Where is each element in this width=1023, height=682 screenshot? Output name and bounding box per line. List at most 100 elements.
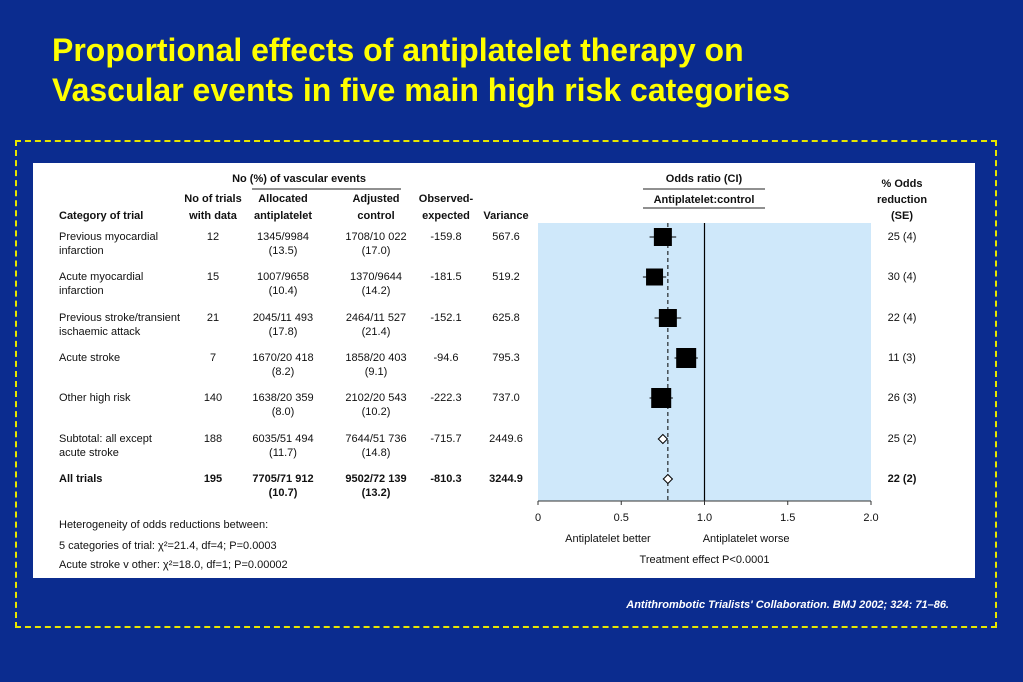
row-observed-expected: -715.7 xyxy=(430,433,461,445)
row-trials: 188 xyxy=(204,433,222,445)
x-tick-label: 1.0 xyxy=(697,512,712,524)
header-reduction-1: % Odds xyxy=(882,178,923,190)
footnote: Acute stroke v other: χ²=18.0, df=1; P=0… xyxy=(59,559,288,571)
row-control: 9502/72 139 xyxy=(345,473,406,485)
row-allocated: 7705/71 912 xyxy=(252,473,313,485)
row-control: (17.0) xyxy=(362,245,391,257)
row-category: All trials xyxy=(59,473,102,485)
row-allocated: (8.2) xyxy=(272,366,295,378)
title-line-2: Vascular events in five main high risk c… xyxy=(52,72,791,108)
point-square xyxy=(676,348,697,368)
page-title: Proportional effects of antiplatelet the… xyxy=(52,30,1012,110)
point-diamond xyxy=(662,473,674,485)
row-variance: 795.3 xyxy=(492,352,520,364)
header-variance: Variance xyxy=(483,210,528,222)
row-trials: 12 xyxy=(207,231,219,243)
row-variance: 737.0 xyxy=(492,392,520,404)
row-odds-reduction: 25 (2) xyxy=(888,433,917,445)
row-category: infarction xyxy=(59,285,104,297)
header-oe-1: Observed- xyxy=(419,193,474,205)
x-tick-label: 1.5 xyxy=(780,512,795,524)
row-category: Acute stroke xyxy=(59,352,120,364)
header-trials-2: with data xyxy=(188,210,238,222)
row-allocated: (10.7) xyxy=(269,487,298,499)
x-tick-label: 0 xyxy=(535,512,541,524)
header-adjusted-1: Adjusted xyxy=(352,193,399,205)
header-reduction-2: reduction xyxy=(877,194,927,206)
row-allocated: (11.7) xyxy=(269,447,297,459)
row-observed-expected: -159.8 xyxy=(430,231,461,243)
row-observed-expected: -222.3 xyxy=(430,392,461,404)
row-allocated: 6035/51 494 xyxy=(252,433,313,445)
row-odds-reduction: 25 (4) xyxy=(888,231,917,243)
row-control: (9.1) xyxy=(365,366,388,378)
row-variance: 519.2 xyxy=(492,271,520,283)
row-variance: 567.6 xyxy=(492,231,520,243)
row-control: (13.2) xyxy=(362,487,391,499)
row-category: Acute myocardial xyxy=(59,271,143,283)
row-odds-reduction: 22 (2) xyxy=(888,473,917,485)
row-allocated: 1670/20 418 xyxy=(252,352,313,364)
footnote: Heterogeneity of odds reductions between… xyxy=(59,519,268,531)
header-trials-1: No of trials xyxy=(184,193,241,205)
header-oe-2: expected xyxy=(422,210,470,222)
row-control: 1708/10 022 xyxy=(345,231,406,243)
point-diamond xyxy=(657,433,669,445)
treatment-effect-label: Treatment effect P<0.0001 xyxy=(640,554,770,566)
row-control: 2102/20 543 xyxy=(345,392,406,404)
header-odds-ratio: Odds ratio (CI) xyxy=(666,173,743,185)
row-odds-reduction: 11 (3) xyxy=(888,352,916,364)
row-trials: 140 xyxy=(204,392,222,404)
row-control: (14.8) xyxy=(362,447,391,459)
row-category: Subtotal: all except xyxy=(59,433,152,445)
row-allocated: (8.0) xyxy=(272,406,295,418)
row-control: (14.2) xyxy=(362,285,391,297)
row-category: Other high risk xyxy=(59,392,131,404)
footnote: 5 categories of trial: χ²=21.4, df=4; P=… xyxy=(59,540,277,552)
forest-plot-svg: No (%) of vascular events Category of tri… xyxy=(59,173,927,571)
row-allocated: (10.4) xyxy=(269,285,298,297)
row-trials: 21 xyxy=(207,312,219,324)
row-variance: 3244.9 xyxy=(489,473,523,485)
row-observed-expected: -181.5 xyxy=(430,271,461,283)
row-allocated: (17.8) xyxy=(269,326,298,338)
row-odds-reduction: 26 (3) xyxy=(888,392,917,404)
point-square xyxy=(658,309,677,327)
row-trials: 195 xyxy=(204,473,222,485)
header-vascular-events: No (%) of vascular events xyxy=(232,173,366,185)
citation: Antithrombotic Trialists' Collaboration.… xyxy=(626,599,949,611)
title-line-1: Proportional effects of antiplatelet the… xyxy=(52,32,744,68)
header-adjusted-2: control xyxy=(357,210,394,222)
header-reduction-3: (SE) xyxy=(891,210,913,222)
row-category: acute stroke xyxy=(59,447,119,459)
point-square xyxy=(653,228,672,246)
right-axis-label: Antiplatelet worse xyxy=(703,533,790,545)
row-category: Previous myocardial xyxy=(59,231,158,243)
row-variance: 2449.6 xyxy=(489,433,523,445)
row-trials: 15 xyxy=(207,271,219,283)
row-allocated: 1345/9984 xyxy=(257,231,309,243)
row-control: 7644/51 736 xyxy=(345,433,406,445)
row-observed-expected: -810.3 xyxy=(430,473,461,485)
row-observed-expected: -152.1 xyxy=(430,312,461,324)
header-allocated-2: antiplatelet xyxy=(254,210,312,222)
dashed-frame xyxy=(15,140,997,628)
row-control: (21.4) xyxy=(362,326,391,338)
header-category: Category of trial xyxy=(59,210,143,222)
row-category: ischaemic attack xyxy=(59,326,141,338)
x-tick-label: 2.0 xyxy=(863,512,878,524)
x-tick-label: 0.5 xyxy=(614,512,629,524)
row-control: 1858/20 403 xyxy=(345,352,406,364)
row-allocated: (13.5) xyxy=(269,245,298,257)
header-odds-sub: Antiplatelet:control xyxy=(654,194,755,206)
row-odds-reduction: 22 (4) xyxy=(888,312,917,324)
row-control: 2464/11 527 xyxy=(346,312,406,324)
row-category: infarction xyxy=(59,245,104,257)
row-allocated: 1007/9658 xyxy=(257,271,309,283)
header-allocated-1: Allocated xyxy=(258,193,308,205)
row-control: 1370/9644 xyxy=(350,271,402,283)
row-allocated: 2045/11 493 xyxy=(253,312,313,324)
row-category: Previous stroke/transient xyxy=(59,312,180,324)
forest-plot-panel: No (%) of vascular events Category of tri… xyxy=(33,163,975,578)
point-square xyxy=(646,268,664,286)
